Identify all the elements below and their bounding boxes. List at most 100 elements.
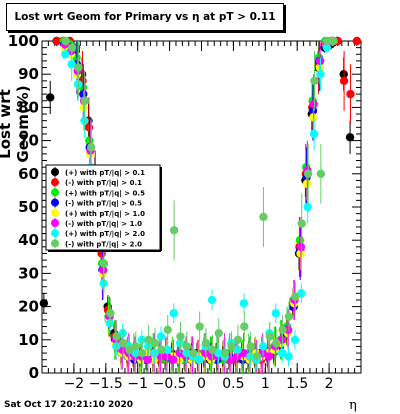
y-tick-label: 50	[18, 198, 39, 216]
legend-label: (-) with pT/|q| > 1.0	[65, 220, 142, 229]
data-point	[143, 355, 153, 364]
data-point	[163, 325, 172, 335]
chart-title-box: Lost wrt Geom for Primary vs η at pT > 0…	[6, 3, 284, 31]
legend-marker	[51, 198, 59, 207]
data-point	[39, 299, 49, 308]
x-tick-label: 0.5	[222, 376, 244, 392]
data-point	[252, 352, 262, 361]
data-point	[86, 143, 96, 152]
legend-label: (-) with pT/|q| > 0.1	[65, 179, 142, 188]
data-point	[163, 345, 172, 354]
data-point	[272, 338, 281, 348]
data-point	[195, 355, 204, 364]
data-point	[339, 76, 349, 86]
y-tick-label: 10	[18, 331, 39, 349]
data-point	[322, 43, 332, 52]
data-point	[316, 70, 325, 79]
y-tick-label: 80	[18, 98, 39, 116]
y-tick-label: 20	[18, 298, 39, 316]
data-point	[316, 169, 326, 178]
data-point	[220, 348, 230, 358]
data-point	[169, 309, 178, 318]
x-tick-label: −1.5	[89, 376, 123, 392]
data-point	[265, 332, 275, 341]
data-point	[61, 50, 70, 59]
x-tick-label: −0.5	[153, 376, 187, 392]
data-point	[189, 348, 198, 358]
data-point	[240, 322, 249, 331]
data-point	[309, 129, 319, 139]
data-point	[309, 99, 318, 109]
data-point	[112, 332, 121, 341]
legend-marker	[51, 208, 59, 217]
data-point	[264, 352, 274, 361]
data-point	[227, 342, 236, 351]
data-point	[207, 295, 217, 305]
x-tick-label: −2	[64, 376, 85, 392]
legend-label: (+) with pT/|q| > 1.0	[65, 210, 145, 219]
x-tick-label: 1.5	[286, 376, 308, 392]
data-point	[323, 36, 332, 46]
data-point	[169, 226, 179, 235]
legend-label: (-) with pT/|q| > 2.0	[65, 240, 142, 249]
y-tick-label: 90	[18, 65, 39, 83]
data-point	[46, 93, 55, 102]
timestamp-footer: Sat Oct 17 20:21:10 2020	[4, 400, 134, 410]
data-point	[201, 338, 211, 348]
x-tick-label: −1	[127, 376, 148, 392]
data-point	[138, 348, 147, 358]
data-point	[296, 242, 306, 252]
y-tick-label: 100	[8, 32, 39, 50]
data-point	[208, 345, 217, 354]
legend-marker	[51, 219, 59, 227]
legend-marker	[51, 229, 59, 238]
data-point	[303, 169, 313, 178]
data-point	[52, 36, 62, 46]
legend-label: (+) with pT/|q| > 0.5	[65, 189, 145, 198]
legend-label: (+) with pT/|q| > 0.1	[65, 169, 145, 178]
data-point	[106, 309, 115, 318]
data-point	[176, 332, 185, 341]
data-point	[207, 352, 216, 361]
legend-marker	[51, 178, 59, 187]
data-point	[182, 342, 192, 351]
data-point	[297, 219, 306, 228]
x-tick-label: 0	[197, 376, 206, 392]
y-axis-label: Lost wrt Geom(%)	[0, 85, 32, 163]
chart-title: Lost wrt Geom for Primary vs η at pT > 0…	[14, 11, 276, 23]
x-axis-label: η	[349, 398, 357, 413]
y-tick-label: 30	[18, 264, 39, 282]
data-point	[150, 338, 160, 348]
y-tick-label: 70	[18, 132, 39, 150]
data-point	[61, 36, 70, 46]
data-point	[99, 259, 109, 268]
data-point	[258, 342, 268, 351]
data-point	[214, 328, 223, 338]
data-point	[80, 96, 90, 105]
data-point	[303, 202, 312, 212]
legend-marker	[51, 168, 59, 176]
y-tick-label: 40	[18, 231, 39, 249]
data-point	[67, 60, 76, 69]
data-point	[246, 342, 255, 351]
data-point	[67, 43, 77, 52]
data-point	[291, 292, 300, 301]
data-point	[169, 355, 178, 364]
data-point	[239, 299, 249, 308]
data-point	[118, 338, 128, 348]
x-tick-label: 1	[261, 376, 270, 392]
data-point	[271, 309, 281, 318]
data-point	[125, 345, 134, 354]
data-point	[345, 133, 355, 142]
data-point	[346, 89, 355, 99]
data-point	[131, 342, 141, 351]
data-point	[284, 352, 293, 361]
legend-box	[45, 164, 161, 251]
x-tick-label: 2	[325, 376, 334, 392]
data-point	[278, 348, 287, 358]
legend-label: (+) with pT/|q| > 2.0	[65, 230, 145, 239]
legend-marker	[51, 239, 59, 248]
data-point	[329, 36, 338, 46]
data-point	[157, 345, 166, 354]
